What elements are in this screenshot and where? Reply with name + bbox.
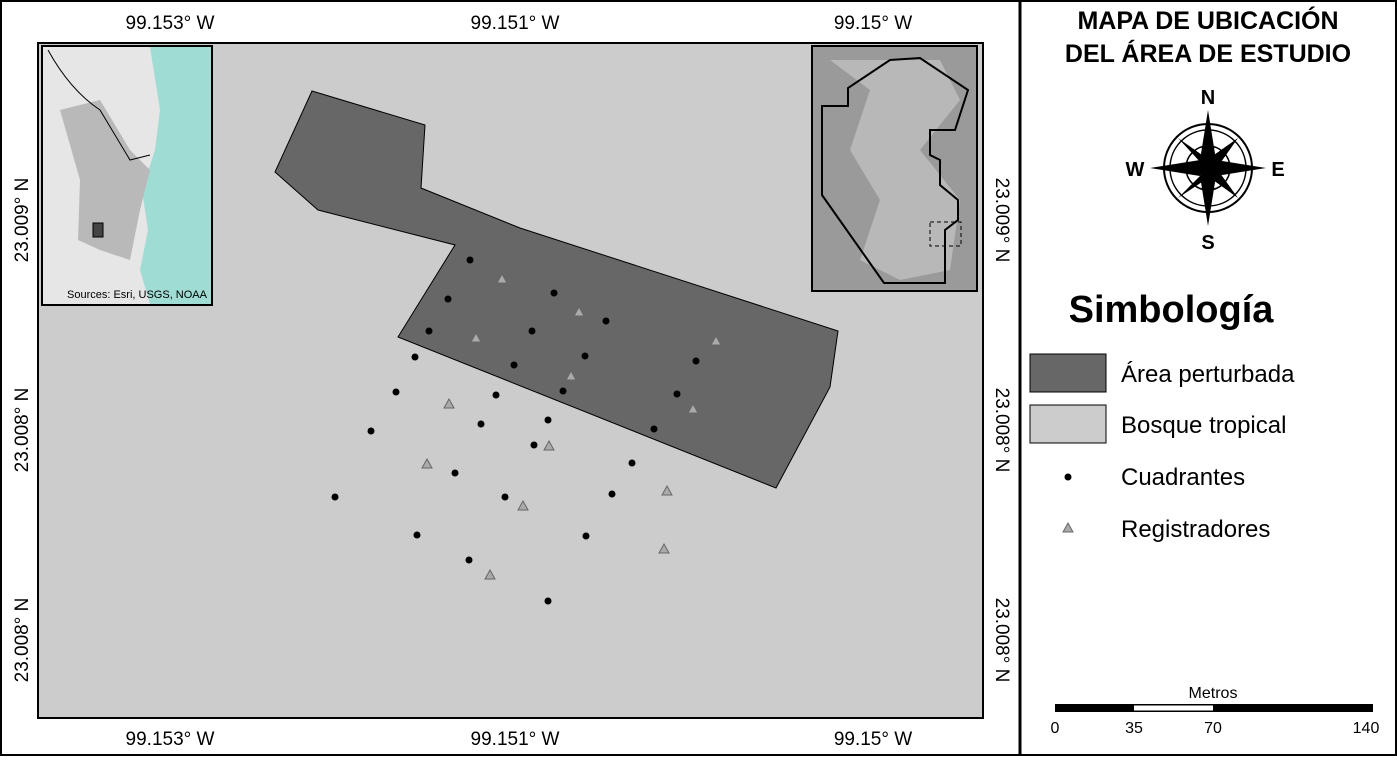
recorder-point xyxy=(687,402,699,414)
compass-label: E xyxy=(1271,159,1284,181)
top-label: 99.15° W xyxy=(834,13,912,34)
legend-label: Bosque tropical xyxy=(1121,412,1286,439)
compass-label: N xyxy=(1201,87,1215,109)
inset-local xyxy=(811,45,978,292)
recorder-point xyxy=(661,484,673,496)
quadrant-point xyxy=(413,531,421,539)
scale-unit: Metros xyxy=(1189,685,1238,702)
quadrant-point xyxy=(367,427,375,435)
quadrant-point xyxy=(444,295,452,303)
left-label: 23.009° N xyxy=(12,178,33,263)
inset-regional: Sources: Esri, USGS, NOAA xyxy=(41,45,213,306)
quadrant-point xyxy=(608,490,616,498)
compass-label: W xyxy=(1126,159,1145,181)
compass: N S W E xyxy=(1126,87,1285,254)
quadrant-point xyxy=(650,425,658,433)
quadrant-point xyxy=(544,597,552,605)
quadrant-point xyxy=(550,289,558,297)
quadrant-point xyxy=(492,391,500,399)
compass-label: S xyxy=(1201,232,1214,254)
inset-credit: Sources: Esri, USGS, NOAA xyxy=(67,289,208,301)
bottom-label: 99.15° W xyxy=(834,729,912,750)
left-label: 23.008° N xyxy=(12,388,33,473)
quadrant-point xyxy=(692,357,700,365)
scale-label: 0 xyxy=(1051,720,1060,737)
quadrant-point xyxy=(528,327,536,335)
bottom-label: 99.151° W xyxy=(471,729,560,750)
scale-label: 35 xyxy=(1125,720,1143,737)
left-label: 23.008° N xyxy=(12,598,33,683)
quadrant-point xyxy=(451,469,459,477)
study-extent xyxy=(929,221,962,247)
state xyxy=(60,100,150,260)
quadrant-point xyxy=(581,352,589,360)
panel-title: DEL ÁREA DE ESTUDIO xyxy=(1065,39,1351,68)
right-label: 23.009° N xyxy=(991,178,1012,263)
bottom-label: 99.153° W xyxy=(126,729,215,750)
recorder-point xyxy=(573,305,585,317)
quadrant-point xyxy=(628,459,636,467)
top-label: 99.151° W xyxy=(471,13,560,34)
disturbed-area xyxy=(274,90,839,489)
legend-label: Cuadrantes xyxy=(1121,464,1245,491)
scale-label: 140 xyxy=(1353,720,1380,737)
top-label: 99.153° W xyxy=(126,13,215,34)
right-label: 23.008° N xyxy=(991,388,1012,473)
recorder-point xyxy=(470,331,482,343)
legend-swatch xyxy=(1029,353,1107,393)
recorder-point xyxy=(496,272,508,284)
quadrant-point xyxy=(559,387,567,395)
quadrant-point xyxy=(530,441,538,449)
quadrant-point xyxy=(582,532,590,540)
study-marker xyxy=(92,222,104,238)
quadrant-point xyxy=(477,420,485,428)
recorder-point xyxy=(565,369,577,381)
quadrant-point xyxy=(392,388,400,396)
quadrant-point xyxy=(465,556,473,564)
recorder-point xyxy=(658,542,670,554)
quadrant-point xyxy=(425,327,433,335)
legend-triangle xyxy=(1062,521,1074,533)
panel-title: MAPA DE UBICACIÓN xyxy=(1077,5,1338,35)
quadrant-point xyxy=(602,317,610,325)
legend-label: Registradores xyxy=(1121,516,1270,543)
quadrant-point xyxy=(544,416,552,424)
quadrant-point xyxy=(466,256,474,264)
legend-swatch xyxy=(1029,404,1107,444)
sea xyxy=(140,47,211,304)
study-boundary xyxy=(821,56,970,284)
legend-title: Simbología xyxy=(1069,289,1275,331)
recorder-point xyxy=(543,439,555,451)
quadrant-point xyxy=(501,493,509,501)
quadrant-point xyxy=(331,493,339,501)
right-label: 23.008° N xyxy=(991,598,1012,683)
scale-label: 70 xyxy=(1204,720,1222,737)
sample-points xyxy=(331,256,722,605)
scale-bar: Metros 0 35 70 140 xyxy=(1051,685,1380,737)
quadrant-point xyxy=(510,361,518,369)
recorder-point xyxy=(443,397,455,409)
recorder-point xyxy=(517,499,529,511)
recorder-point xyxy=(484,568,496,580)
coordinates: 99.153° W 99.151° W 99.15° W 99.153° W 9… xyxy=(12,13,1012,750)
border-line xyxy=(47,49,151,161)
legend-dot xyxy=(1064,473,1072,481)
quadrant-point xyxy=(411,353,419,361)
legend-label: Área perturbada xyxy=(1121,361,1295,388)
relief xyxy=(830,60,960,280)
recorder-point xyxy=(421,457,433,469)
quadrant-point xyxy=(673,390,681,398)
recorder-point xyxy=(710,334,722,346)
